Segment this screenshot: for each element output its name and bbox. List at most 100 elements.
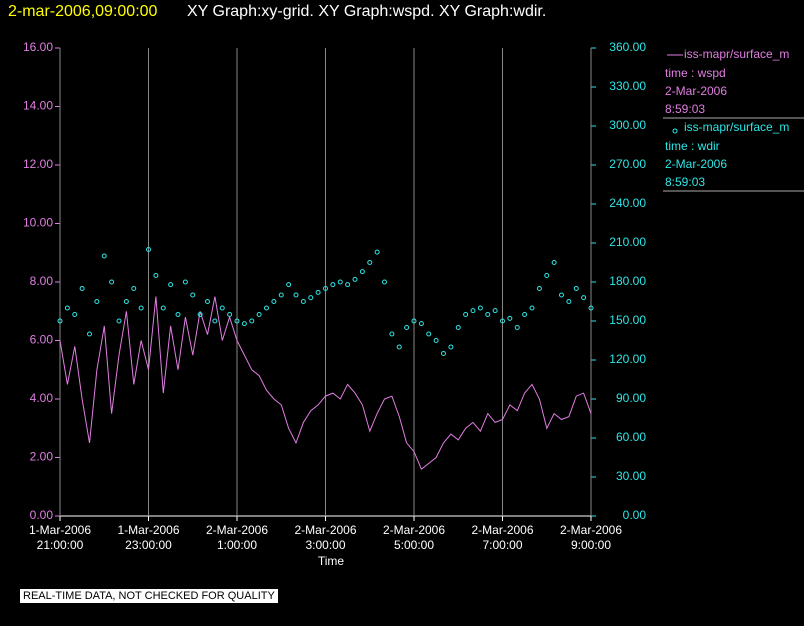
wdir-point — [249, 318, 255, 324]
wdir-point — [581, 295, 587, 301]
wdir-point — [433, 338, 439, 343]
wdir-point — [573, 286, 579, 291]
wdir-point — [160, 305, 166, 311]
wdir-point — [463, 312, 469, 317]
wdir-point — [123, 299, 129, 304]
x-axis-label: Time — [318, 554, 345, 568]
legend-detail: time : wdir — [665, 139, 720, 153]
wdir-point — [559, 292, 564, 298]
wdir-point — [396, 344, 402, 350]
y-tick-label: 6.00 — [30, 333, 54, 347]
wdir-point — [500, 318, 505, 324]
wdir-point — [514, 325, 520, 330]
wdir-point — [441, 351, 446, 356]
wdir-point — [109, 279, 115, 285]
quality-note: REAL-TIME DATA, NOT CHECKED FOR QUALITY — [20, 589, 278, 603]
wdir-point — [426, 331, 432, 337]
wdir-point — [536, 286, 542, 291]
y2-tick-label: 120.00 — [609, 352, 646, 366]
y-tick-label: 10.00 — [23, 216, 53, 230]
wdir-point — [234, 318, 240, 324]
x-tick-label: 1-Mar-2006 21:00:00 — [28, 523, 92, 552]
wdir-point — [588, 305, 594, 311]
wdir-point — [352, 276, 358, 282]
wdir-point — [470, 308, 476, 314]
wdir-point — [212, 318, 218, 324]
wdir-point — [153, 273, 159, 278]
wdir-point — [219, 305, 225, 311]
legend-detail: 2-Mar-2006 — [665, 84, 727, 98]
wdir-point — [79, 286, 85, 291]
y2-tick-label: 90.00 — [616, 391, 646, 405]
wdir-point — [566, 299, 572, 304]
wspd-line — [59, 296, 592, 470]
y-tick-label: 2.00 — [30, 450, 54, 464]
wdir-point — [551, 260, 557, 265]
y2-tick-label: 210.00 — [609, 235, 646, 249]
x-tick-label: 2-Mar-2006 9:00:00 — [559, 523, 623, 552]
wdir-point — [131, 286, 137, 291]
wdir-point — [345, 282, 351, 288]
wdir-point — [374, 249, 380, 255]
wdir-point — [146, 247, 151, 252]
legend-detail: 2-Mar-2006 — [665, 157, 727, 171]
wdir-point — [241, 321, 247, 327]
x-tick-label: 2-Mar-2006 3:00:00 — [294, 523, 357, 552]
legend-detail: 8:59:03 — [665, 102, 705, 116]
wdir-point — [315, 289, 321, 295]
legend-detail: time : wspd — [665, 66, 726, 80]
wdir-point — [382, 279, 387, 285]
wdir-point — [175, 312, 181, 317]
wdir-point — [529, 305, 535, 311]
wdir-point — [485, 312, 491, 317]
wdir-point — [116, 318, 122, 324]
wdir-point — [182, 279, 188, 285]
wdir-point — [300, 299, 306, 304]
wdir-point — [507, 315, 513, 321]
y-tick-label: 12.00 — [23, 157, 53, 171]
wdir-point — [87, 331, 92, 337]
wdir-point — [197, 312, 203, 317]
wdir-point — [367, 260, 373, 265]
chart-title: 2-mar-2006,09:00:00 — [8, 3, 158, 20]
x-tick-label: 2-Mar-2006 5:00:00 — [382, 523, 446, 552]
wdir-point — [522, 312, 528, 317]
legend-swatch — [672, 128, 678, 134]
wdir-point — [337, 279, 343, 285]
wdir-point — [411, 318, 417, 324]
legend-name: iss-mapr/surface_m — [684, 120, 789, 134]
legend-detail: 8:59:03 — [665, 175, 705, 189]
chart-subtitle: XY Graph:xy-grid. XY Graph:wspd. XY Grap… — [187, 3, 546, 20]
wdir-point — [138, 305, 144, 311]
wdir-point — [227, 312, 233, 317]
wdir-point — [323, 286, 328, 291]
wdir-point — [205, 299, 210, 304]
y2-tick-label: 30.00 — [616, 469, 646, 483]
y2-tick-label: 60.00 — [616, 430, 646, 444]
wdir-point — [168, 282, 174, 288]
wdir-point — [359, 269, 365, 275]
wdir-point — [271, 299, 277, 304]
wdir-point — [72, 312, 78, 317]
wdir-point — [256, 312, 262, 317]
y-tick-label: 8.00 — [30, 274, 54, 288]
y-tick-label: 16.00 — [23, 40, 53, 54]
wdir-point — [448, 344, 454, 350]
wdir-point — [278, 292, 284, 298]
wdir-point — [101, 253, 107, 259]
wdir-point — [492, 308, 498, 314]
y2-tick-label: 240.00 — [609, 196, 646, 210]
wdir-point — [94, 299, 100, 304]
y-tick-label: 0.00 — [30, 508, 54, 522]
wdir-point — [330, 282, 336, 288]
wdir-point — [404, 325, 410, 330]
wdir-point — [544, 273, 550, 278]
wdir-point — [57, 318, 63, 324]
y2-tick-label: 0.00 — [623, 508, 647, 522]
y2-tick-label: 180.00 — [609, 274, 646, 288]
y2-tick-label: 150.00 — [609, 313, 646, 327]
wdir-point — [418, 321, 424, 327]
wdir-point — [477, 305, 483, 311]
